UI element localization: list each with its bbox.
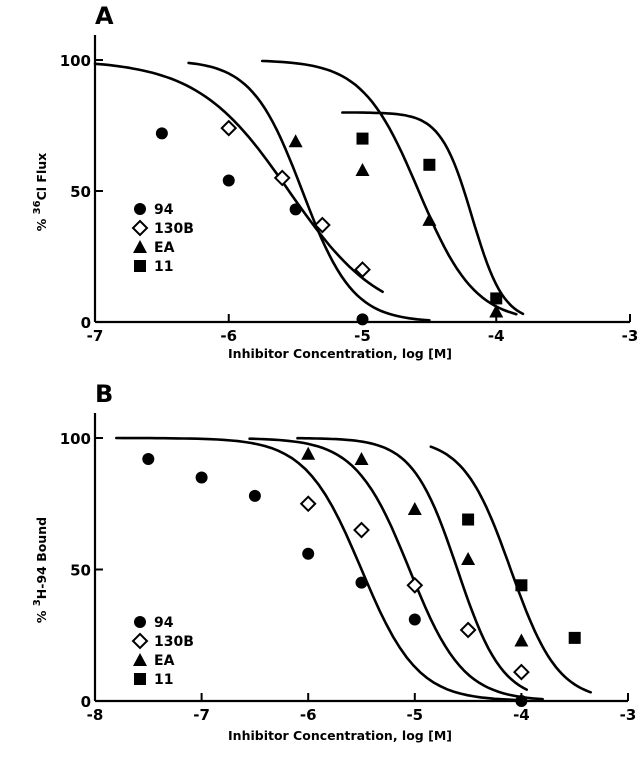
data-point-94 xyxy=(408,613,421,626)
x-tick-label: -7 xyxy=(87,327,104,345)
fit-curve-94 xyxy=(115,436,523,702)
data-point-94 xyxy=(155,127,168,140)
data-point-130B xyxy=(220,119,238,137)
x-tick-label: -5 xyxy=(406,706,423,724)
data-point-EA xyxy=(514,633,529,647)
legend-label: 11 xyxy=(154,672,173,688)
x-tick-label: -7 xyxy=(193,706,210,724)
data-point-94 xyxy=(289,203,302,216)
data-point-EA xyxy=(355,163,370,177)
x-tick-label: -4 xyxy=(488,327,505,345)
legend-marker-94 xyxy=(134,616,146,628)
data-point-11 xyxy=(568,631,581,644)
data-point-130B xyxy=(273,169,291,187)
data-point-94 xyxy=(142,453,155,466)
data-point-130B xyxy=(406,576,424,594)
y-axis-label: % 36Cl Flux xyxy=(32,153,49,231)
panel-letter: A xyxy=(95,2,114,30)
data-point-11 xyxy=(515,579,528,592)
data-point-11 xyxy=(490,292,503,305)
legend-marker-11 xyxy=(134,260,146,272)
data-point-11 xyxy=(462,513,475,526)
data-point-94 xyxy=(356,313,369,326)
x-tick-label: -3 xyxy=(622,327,639,345)
panel-letter: B xyxy=(95,380,113,408)
data-point-130B xyxy=(353,521,370,539)
fit-curve-130B xyxy=(248,437,544,701)
data-point-EA xyxy=(489,304,504,318)
data-point-130B xyxy=(459,621,477,639)
y-tick-label: 0 xyxy=(81,314,91,332)
data-point-EA xyxy=(301,446,316,460)
x-tick-label: -4 xyxy=(513,706,530,724)
y-tick-label: 100 xyxy=(60,430,91,448)
y-tick-label: 100 xyxy=(60,52,91,70)
y-tick-label: 50 xyxy=(70,183,91,201)
fit-curve-94 xyxy=(93,62,384,294)
x-tick-label: -3 xyxy=(620,706,637,724)
y-tick-label: 0 xyxy=(81,693,91,711)
data-point-130B xyxy=(313,216,331,234)
data-point-130B xyxy=(512,663,530,681)
legend-label: 94 xyxy=(154,202,174,218)
fit-curve-EA xyxy=(296,436,528,691)
data-point-130B xyxy=(354,261,371,279)
legend-marker-EA xyxy=(133,653,147,666)
legend-label: EA xyxy=(154,240,175,256)
legend-label: 11 xyxy=(154,259,173,275)
x-tick-label: -8 xyxy=(87,706,104,724)
legend-marker-130B xyxy=(131,632,149,650)
panel-A: A -7 -6 -5 -4 -3 0 50 100 Inhibitor Concentration… xyxy=(32,2,638,361)
data-point-94 xyxy=(302,547,315,560)
data-point-11 xyxy=(356,132,369,145)
legend-marker-EA xyxy=(133,240,147,253)
fit-curve-11 xyxy=(429,445,592,694)
data-point-EA xyxy=(422,212,437,226)
x-axis-label: Inhibitor Concentration, log [M] xyxy=(228,346,452,361)
panel-B: B -8 -7 -6 -5 -4 -3 0 50 100 Inhibitor Concentrati… xyxy=(32,380,636,743)
data-point-11 xyxy=(423,158,436,171)
data-point-EA xyxy=(461,551,476,565)
x-axis-label: Inhibitor Concentration, log [M] xyxy=(228,728,452,743)
legend-marker-130B xyxy=(131,219,149,237)
y-tick-label: 50 xyxy=(70,562,91,580)
data-point-130B xyxy=(299,495,317,513)
legend-marker-94 xyxy=(134,203,146,215)
data-point-94 xyxy=(248,489,261,502)
legend-label: 130B xyxy=(154,634,194,650)
legend-label: 94 xyxy=(154,615,174,631)
data-point-EA xyxy=(407,502,422,516)
data-point-94 xyxy=(222,174,235,187)
y-axis-label: % 3H-94 Bound xyxy=(32,517,49,623)
fit-curve-11 xyxy=(341,111,525,316)
legend-label: 130B xyxy=(154,221,194,237)
x-tick-label: -6 xyxy=(220,327,237,345)
data-point-EA xyxy=(288,134,303,148)
x-tick-label: -6 xyxy=(300,706,317,724)
x-tick-label: -5 xyxy=(354,327,371,345)
data-point-EA xyxy=(354,452,369,466)
data-point-94 xyxy=(355,576,368,589)
legend-label: EA xyxy=(154,653,175,669)
legend-marker-11 xyxy=(134,673,146,685)
data-point-94 xyxy=(195,471,208,484)
fit-curve-EA xyxy=(260,59,518,316)
fit-curve-130B xyxy=(187,61,431,322)
data-point-94 xyxy=(515,695,528,707)
